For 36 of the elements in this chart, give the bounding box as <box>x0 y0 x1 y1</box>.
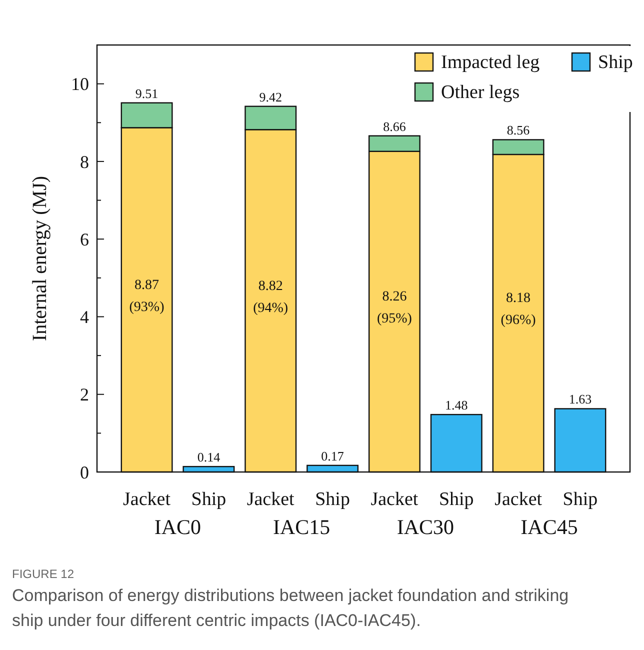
text: Comparison of energy distributions between jacket foundation and striking ship under four different centric impacts (IAC0-IAC45). <box>12 586 569 630</box>
x-tick-label: Jacket <box>123 489 172 510</box>
x-tick-label: Ship <box>315 489 350 510</box>
x-tick-label: Jacket <box>494 489 543 510</box>
y-tick-label: 8 <box>80 152 89 172</box>
x-tick-label: Ship <box>562 489 598 510</box>
y-axis-title: Internal energy (MJ) <box>29 176 51 342</box>
x-tick-label: Jacket <box>246 489 296 510</box>
text: IAC45 <box>520 515 578 539</box>
text: IAC15 <box>272 515 330 539</box>
data-label: 8.87 (93%) <box>129 278 165 315</box>
total-label: 9.42 <box>259 89 282 104</box>
legend-label: Impacted leg <box>441 52 540 73</box>
legend-label: Ship <box>598 52 633 73</box>
total-label: 0.17 <box>321 448 344 464</box>
total-label: 0.14 <box>197 450 221 465</box>
data-label: 8.26 (95%) <box>376 290 412 327</box>
y-tick-label: 0 <box>80 462 89 482</box>
legend-label: Other legs <box>441 82 520 103</box>
x-tick-label: Ship <box>191 489 226 510</box>
total-label: 1.63 <box>568 392 592 407</box>
x-tick-label: Jacket <box>370 489 419 510</box>
data-label: 8.82 (94%) <box>253 278 288 316</box>
y-tick-label: 6 <box>80 229 89 250</box>
total-label: 8.56 <box>506 122 530 138</box>
y-tick-label: 4 <box>80 307 89 328</box>
text: IAC30 <box>396 515 454 539</box>
total-label: 1.48 <box>445 398 468 413</box>
text: IAC0 <box>154 515 202 539</box>
y-tick-label: 2 <box>80 384 89 405</box>
total-label: 9.51 <box>135 86 158 101</box>
x-tick-label: Ship <box>438 489 474 510</box>
data-label: 8.18 (96%) <box>500 291 536 328</box>
text: FIGURE 12 <box>12 567 74 581</box>
y-tick-label: 10 <box>71 74 89 94</box>
total-label: 8.66 <box>383 118 406 134</box>
